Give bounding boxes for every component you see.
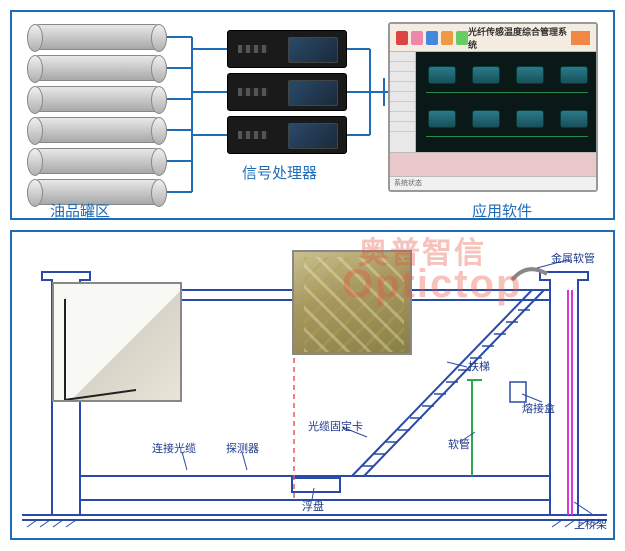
label-junction-box: 熔接盒: [522, 400, 555, 416]
link-line: [426, 92, 588, 93]
tool-icon: [426, 31, 438, 45]
processor-column: [227, 30, 347, 159]
software-monitor: 光纤传感温度综合管理系统 系统状态: [388, 22, 598, 192]
software-label: 应用软件: [472, 200, 532, 221]
device-node: [560, 66, 588, 84]
inset-photo-cable: [52, 282, 182, 402]
monitor-canvas: [416, 52, 596, 152]
oil-tank: [27, 148, 167, 174]
tool-icon: [396, 31, 408, 45]
label-bridge: 上桥架: [574, 516, 607, 532]
signal-processor: [227, 116, 347, 154]
monitor-alarm-bar: [390, 152, 596, 176]
monitor-toolbar: 光纤传感温度综合管理系统: [390, 24, 596, 52]
device-node: [516, 66, 544, 84]
label-ladder: 扶梯: [468, 358, 490, 374]
top-system-panel: 油品罐区 信号处理器: [10, 10, 615, 220]
label-cable-clip: 光缆固定卡: [308, 418, 363, 434]
device-node: [428, 66, 456, 84]
inset-photo-ladder: [292, 250, 412, 355]
tool-icon: [456, 31, 468, 45]
tool-icon: [441, 31, 453, 45]
oil-tank: [27, 24, 167, 50]
bottom-tank-diagram: 金属软管 扶梯 光缆固定卡 软管 熔接盒 上桥架 连接光缆 探测器 浮盘 奥普智…: [10, 230, 615, 540]
processor-label: 信号处理器: [242, 162, 317, 183]
device-node: [472, 66, 500, 84]
signal-processor: [227, 73, 347, 111]
tool-icon: [411, 31, 423, 45]
signal-processor: [227, 30, 347, 68]
tank-area-label: 油品罐区: [50, 200, 110, 221]
monitor-footer: 系统状态: [390, 176, 596, 190]
device-node: [516, 110, 544, 128]
toolbar-icons: [396, 31, 468, 45]
device-node: [560, 110, 588, 128]
device-node: [428, 110, 456, 128]
device-node: [472, 110, 500, 128]
link-line: [426, 136, 588, 137]
label-conduit: 软管: [448, 436, 470, 452]
tank-column: [27, 24, 167, 210]
label-floating-roof: 浮盘: [302, 498, 324, 514]
oil-tank: [27, 86, 167, 112]
oil-tank: [27, 55, 167, 81]
monitor-title: 光纤传感温度综合管理系统: [468, 25, 571, 51]
monitor-logo: [571, 31, 590, 45]
oil-tank: [27, 117, 167, 143]
label-detector: 探测器: [226, 440, 259, 456]
label-metal-hose: 金属软管: [551, 250, 595, 266]
label-connect-fiber: 连接光缆: [152, 440, 196, 456]
monitor-sidebar: [390, 52, 416, 152]
